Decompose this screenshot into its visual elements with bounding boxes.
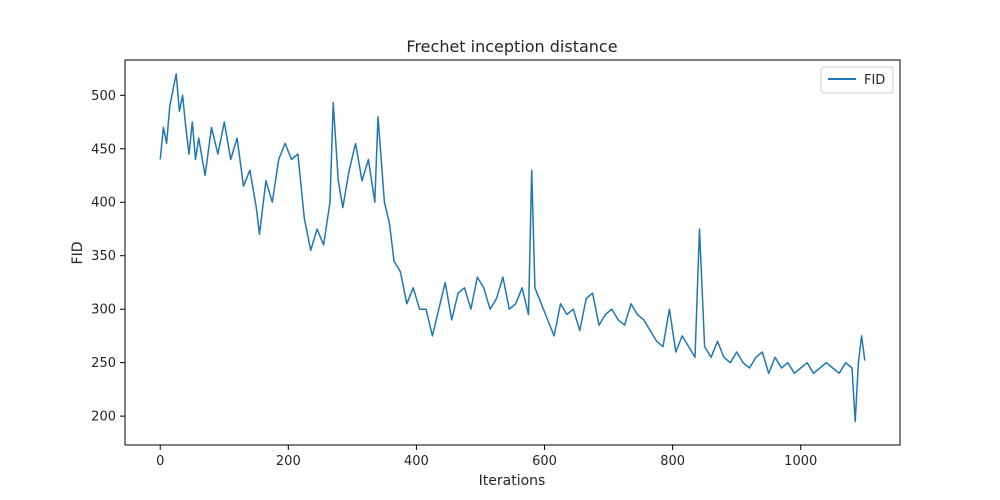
plot-area — [159, 73, 866, 423]
x-axis-ticks: 0 200 400 600 800 1000 — [156, 445, 817, 469]
x-axis-label: Iterations — [479, 473, 546, 489]
legend-label-fid: FID — [864, 73, 885, 88]
y-tick-label: 200 — [91, 410, 116, 425]
legend: FID — [820, 66, 894, 94]
series-line-fid — [159, 73, 866, 423]
y-tick-label: 250 — [91, 356, 116, 371]
y-tick-label: 350 — [91, 249, 116, 264]
legend-box — [820, 66, 894, 94]
y-tick-label: 500 — [91, 89, 116, 104]
y-tick-label: 400 — [91, 196, 116, 211]
y-axis-label: FID — [70, 242, 86, 265]
y-axis-ticks: 200 250 300 350 400 450 500 — [91, 89, 125, 425]
chart-title: Frechet inception distance — [406, 37, 617, 56]
x-tick-label: 200 — [276, 454, 301, 469]
x-tick-label: 400 — [404, 454, 429, 469]
y-tick-label: 300 — [91, 303, 116, 318]
x-tick-label: 1000 — [784, 454, 817, 469]
axes-frame — [124, 59, 901, 446]
x-tick-label: 600 — [532, 454, 557, 469]
y-tick-label: 450 — [91, 142, 116, 157]
x-tick-label: 800 — [660, 454, 685, 469]
x-tick-label: 0 — [156, 454, 164, 469]
